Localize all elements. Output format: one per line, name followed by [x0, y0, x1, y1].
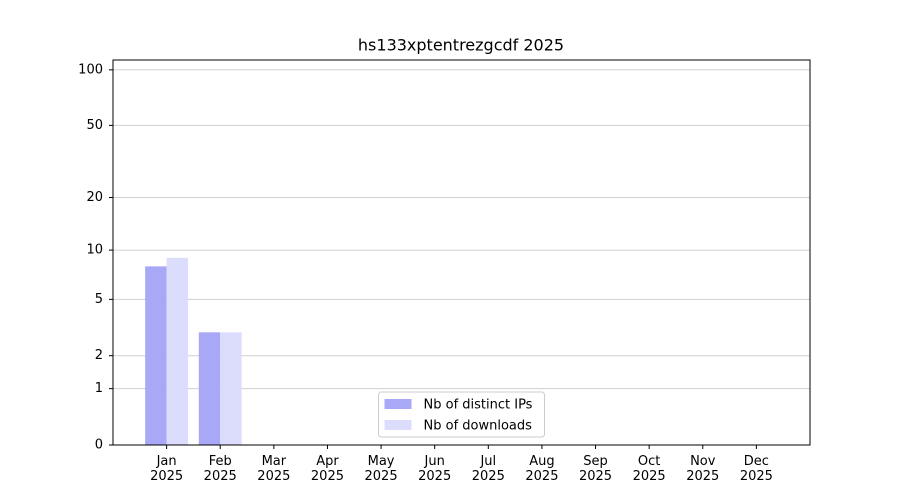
- x-tick-label: Jul 2025: [471, 454, 505, 484]
- bar: [166, 257, 189, 445]
- y-tick-label: 0: [95, 438, 103, 453]
- legend-swatch: [384, 420, 412, 430]
- y-tick-label: 2: [95, 348, 103, 363]
- y-tick-label: 5: [95, 292, 103, 307]
- y-tick-label: 1: [95, 381, 103, 396]
- y-tick-label: 20: [86, 190, 103, 205]
- bar: [198, 332, 221, 445]
- x-tick-label: Mar 2025: [257, 454, 291, 484]
- y-tick-label: 10: [86, 243, 103, 258]
- x-tick-label: May 2025: [364, 454, 398, 484]
- y-tick-label: 50: [86, 118, 103, 133]
- x-tick-label: Jan 2025: [150, 454, 184, 484]
- plot-frame: [112, 59, 811, 446]
- x-tick-label: Aug 2025: [525, 454, 559, 484]
- legend-label: Nb of downloads: [424, 419, 533, 434]
- bar: [220, 332, 242, 445]
- x-tick-label: Apr 2025: [310, 454, 344, 484]
- x-tick-label: Nov 2025: [686, 454, 720, 484]
- x-tick-label: Oct 2025: [632, 454, 666, 484]
- legend-label: Nb of distinct IPs: [424, 398, 533, 413]
- y-tick-label: 100: [78, 62, 103, 77]
- x-tick-label: Dec 2025: [739, 454, 773, 484]
- x-tick-label: Feb 2025: [203, 454, 237, 484]
- bar: [145, 266, 167, 445]
- legend-box: [378, 391, 545, 438]
- legend-swatch: [384, 399, 412, 409]
- x-tick-label: Jun 2025: [418, 454, 452, 484]
- chart-title: hs133xptentrezgcdf 2025: [358, 36, 564, 55]
- x-tick-label: Sep 2025: [578, 454, 613, 484]
